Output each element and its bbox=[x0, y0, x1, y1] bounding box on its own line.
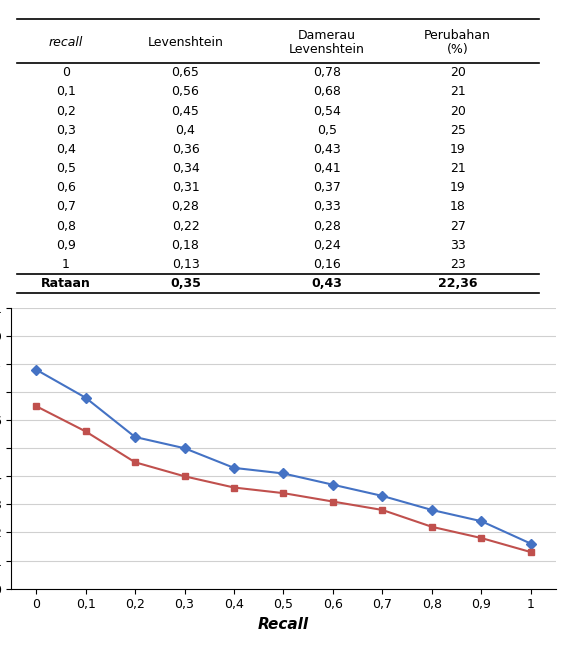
Levenshtein (Arumsari,1998) bbox=[181, 472, 188, 480]
Text: 22,36: 22,36 bbox=[438, 277, 477, 290]
Line: Levenshtein (Arumsari,1998): Levenshtein (Arumsari,1998) bbox=[33, 403, 534, 556]
Text: 0,68: 0,68 bbox=[313, 86, 341, 99]
Text: Damerau: Damerau bbox=[298, 29, 356, 42]
Text: 0,5: 0,5 bbox=[317, 124, 337, 137]
Text: 0,36: 0,36 bbox=[172, 143, 200, 156]
Text: 0,13: 0,13 bbox=[172, 258, 200, 271]
Text: 27: 27 bbox=[450, 220, 466, 233]
Text: 0,18: 0,18 bbox=[172, 239, 200, 252]
Text: 0,28: 0,28 bbox=[172, 200, 200, 213]
Text: 0,24: 0,24 bbox=[313, 239, 341, 252]
Text: 0,35: 0,35 bbox=[170, 277, 201, 290]
Text: 0,31: 0,31 bbox=[172, 181, 200, 194]
Damerau Levenshtein bbox=[329, 481, 336, 489]
X-axis label: Recall: Recall bbox=[258, 617, 309, 632]
Text: Levenshtein: Levenshtein bbox=[289, 43, 365, 56]
Text: (%): (%) bbox=[447, 43, 468, 56]
Text: 33: 33 bbox=[450, 239, 466, 252]
Text: Perubahan: Perubahan bbox=[424, 29, 491, 42]
Damerau Levenshtein bbox=[527, 540, 534, 547]
Text: 0: 0 bbox=[62, 66, 70, 79]
Damerau Levenshtein bbox=[33, 366, 40, 373]
Text: 25: 25 bbox=[450, 124, 466, 137]
Damerau Levenshtein bbox=[231, 464, 238, 472]
Levenshtein (Arumsari,1998) bbox=[478, 534, 485, 542]
Text: 0,8: 0,8 bbox=[56, 220, 76, 233]
Damerau Levenshtein bbox=[181, 444, 188, 452]
Text: 0,9: 0,9 bbox=[56, 239, 76, 252]
Levenshtein (Arumsari,1998) bbox=[82, 428, 89, 436]
Levenshtein (Arumsari,1998) bbox=[429, 523, 435, 531]
Damerau Levenshtein bbox=[478, 517, 485, 525]
Text: 0,2: 0,2 bbox=[56, 105, 76, 118]
Text: 0,28: 0,28 bbox=[313, 220, 341, 233]
Text: 0,7: 0,7 bbox=[56, 200, 76, 213]
Text: 0,45: 0,45 bbox=[172, 105, 200, 118]
Levenshtein (Arumsari,1998) bbox=[280, 489, 287, 497]
Damerau Levenshtein bbox=[132, 433, 138, 441]
Text: 21: 21 bbox=[450, 162, 466, 175]
Text: Levenshtein: Levenshtein bbox=[147, 36, 223, 49]
Levenshtein (Arumsari,1998) bbox=[231, 483, 238, 491]
Text: 18: 18 bbox=[450, 200, 466, 213]
Text: 21: 21 bbox=[450, 86, 466, 99]
Text: 0,4: 0,4 bbox=[56, 143, 76, 156]
Text: 0,65: 0,65 bbox=[172, 66, 200, 79]
Damerau Levenshtein bbox=[429, 506, 435, 514]
Text: 0,6: 0,6 bbox=[56, 181, 76, 194]
Text: 0,33: 0,33 bbox=[313, 200, 341, 213]
Text: 0,37: 0,37 bbox=[313, 181, 341, 194]
Text: 0,1: 0,1 bbox=[56, 86, 76, 99]
Levenshtein (Arumsari,1998) bbox=[527, 548, 534, 556]
Levenshtein (Arumsari,1998) bbox=[379, 506, 386, 514]
Text: 0,5: 0,5 bbox=[56, 162, 76, 175]
Levenshtein (Arumsari,1998) bbox=[33, 402, 40, 410]
Damerau Levenshtein bbox=[379, 492, 386, 500]
Text: 1: 1 bbox=[62, 258, 70, 271]
Text: 0,3: 0,3 bbox=[56, 124, 76, 137]
Text: recall: recall bbox=[49, 36, 83, 49]
Text: 0,16: 0,16 bbox=[313, 258, 341, 271]
Damerau Levenshtein bbox=[82, 394, 89, 402]
Text: Rataan: Rataan bbox=[41, 277, 91, 290]
Text: 0,43: 0,43 bbox=[312, 277, 342, 290]
Text: 0,4: 0,4 bbox=[176, 124, 196, 137]
Levenshtein (Arumsari,1998) bbox=[132, 458, 138, 466]
Levenshtein (Arumsari,1998) bbox=[329, 498, 336, 506]
Damerau Levenshtein bbox=[280, 470, 287, 477]
Text: 0,34: 0,34 bbox=[172, 162, 200, 175]
Line: Damerau Levenshtein: Damerau Levenshtein bbox=[33, 366, 534, 547]
Text: 0,22: 0,22 bbox=[172, 220, 200, 233]
Text: 0,41: 0,41 bbox=[313, 162, 341, 175]
Text: 19: 19 bbox=[450, 181, 466, 194]
Text: 0,54: 0,54 bbox=[313, 105, 341, 118]
Text: 0,78: 0,78 bbox=[313, 66, 341, 79]
Text: 0,56: 0,56 bbox=[172, 86, 200, 99]
Text: 20: 20 bbox=[450, 66, 466, 79]
Text: 0,43: 0,43 bbox=[313, 143, 341, 156]
Text: 19: 19 bbox=[450, 143, 466, 156]
Text: 23: 23 bbox=[450, 258, 466, 271]
Text: 20: 20 bbox=[450, 105, 466, 118]
